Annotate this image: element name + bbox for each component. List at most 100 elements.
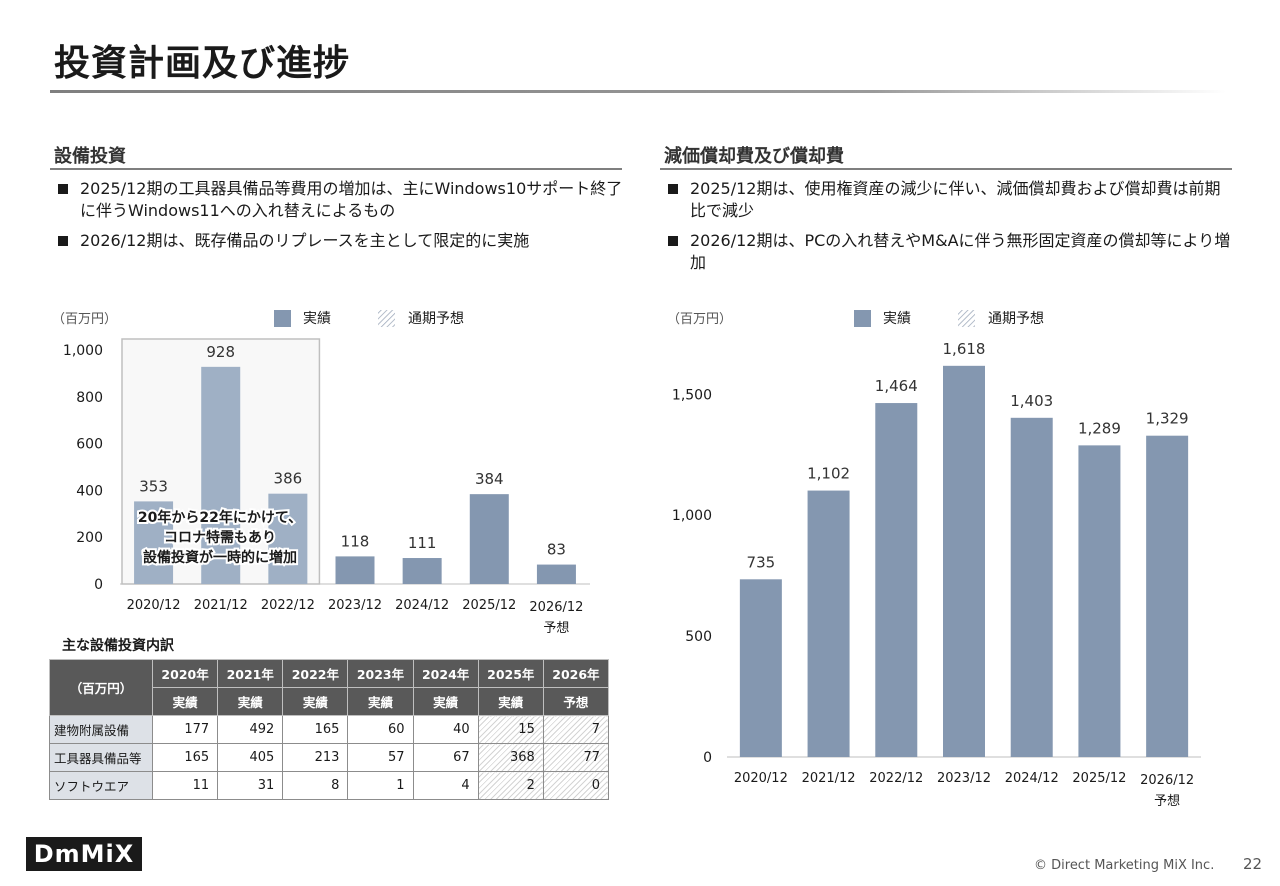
legend-label-actual: 実績: [303, 311, 331, 327]
x-tick-label: 2021/12: [194, 598, 248, 613]
table-cell: 2: [477, 771, 544, 800]
table-kind-header: 実績: [347, 687, 414, 716]
bar-2025-12: [1078, 445, 1121, 757]
x-tick-label: 2022/12: [261, 598, 315, 613]
bar-2024-12: [402, 558, 442, 584]
y-tick-label: 800: [76, 390, 103, 406]
table-cell: 165: [282, 715, 349, 744]
x-tick-sublabel: 予想: [543, 620, 569, 636]
capex-breakdown-table: （百万円） 2020年 2021年 2022年 2023年 2024年 2025…: [49, 659, 610, 800]
bar-value-label: 353: [139, 477, 168, 495]
capex-heading: 設備投資: [54, 146, 126, 167]
y-tick-label: 1,000: [672, 508, 712, 524]
x-tick-label: 2021/12: [802, 771, 856, 786]
annotation-text: 設備投資が一時的に増加: [143, 549, 297, 566]
x-tick-label: 2020/12: [734, 771, 788, 786]
legend-swatch-actual: [274, 310, 291, 327]
y-tick-label: 200: [76, 530, 103, 546]
table-cell: 40: [412, 715, 479, 744]
y-tick-label: 1,000: [63, 343, 103, 359]
table-cell: 67: [412, 743, 479, 772]
table-cell: 11: [151, 771, 219, 800]
bar-value-label: 386: [274, 470, 303, 488]
table-year-header: 2022年: [282, 659, 349, 688]
table-cell: 165: [151, 743, 219, 772]
table-kind-header: 実績: [217, 687, 284, 716]
depreciation-bullet-1: 2025/12期は、使用権資産の減少に伴い、減価償却費および償却費は前期比で減少: [664, 178, 1234, 222]
company-logo: DmMiX: [26, 837, 142, 871]
capex-bullet-2: 2026/12期は、既存備品のリプレースを主として限定的に実施: [54, 230, 624, 252]
x-tick-label: 2023/12: [937, 771, 991, 786]
x-tick-label: 2020/12: [127, 598, 181, 613]
x-tick-label: 2026/12: [1140, 773, 1194, 788]
bar-2023-12: [335, 556, 375, 584]
table-cell: 77: [542, 743, 610, 772]
table-cell: 60: [347, 715, 414, 744]
legend-swatch-forecast: [378, 310, 395, 327]
y-tick-label: 0: [94, 577, 103, 593]
table-cell: 177: [151, 715, 219, 744]
y-tick-label: 400: [76, 483, 103, 499]
y-tick-label: 600: [76, 437, 103, 453]
table-kind-header: 実績: [282, 687, 349, 716]
table-row-label: 工具器具備品等: [49, 743, 153, 772]
capex-heading-rule: [50, 168, 622, 170]
depreciation-bar-chart: （百万円） 実績 通期予想 0 500 1,000 1,500 735 2020/12 1,102…: [667, 310, 1201, 809]
x-tick-label: 2025/12: [462, 598, 516, 613]
bar-value-label: 83: [547, 541, 566, 559]
depreciation-heading-rule: [660, 168, 1232, 170]
table-year-header: 2023年: [347, 659, 414, 688]
table-cell: 0: [542, 771, 610, 800]
y-tick-label: 1,500: [672, 387, 712, 403]
legend-label-forecast: 通期予想: [408, 311, 464, 327]
bar-value-label: 1,618: [943, 340, 986, 358]
y-tick-label: 500: [685, 629, 712, 645]
bar-value-label: 1,329: [1146, 410, 1189, 428]
table-cell: 405: [217, 743, 284, 772]
bar-2025-12: [469, 494, 509, 584]
legend-label-actual: 実績: [883, 311, 911, 327]
table-cell: 7: [542, 715, 610, 744]
table-cell: 8: [282, 771, 349, 800]
table-cell: 15: [477, 715, 544, 744]
copyright-text: © Direct Marketing MiX Inc.: [1034, 858, 1215, 873]
table-cell: 4: [412, 771, 479, 800]
x-tick-label: 2024/12: [1005, 771, 1059, 786]
table-cell: 368: [477, 743, 544, 772]
table-kind-header: 予想: [542, 687, 610, 716]
table-corner-cell: （百万円）: [49, 659, 153, 716]
bar-value-label: 1,464: [875, 377, 918, 395]
annotation-text: コロナ特需もあり: [164, 529, 276, 546]
bar-2022-12: [875, 403, 918, 757]
capex-bullets: 2025/12期の工具器具備品等費用の増加は、主にWindows10サポート終了…: [54, 178, 624, 260]
bar-2021-12: [201, 366, 241, 584]
title-divider: [50, 90, 1226, 93]
page-number: 22: [1243, 855, 1263, 873]
unit-label: （百万円）: [52, 312, 117, 327]
table-cell: 31: [217, 771, 284, 800]
bar-2026-12: [536, 564, 576, 584]
table-row: 工具器具備品等 165 405 213 57 67 368 77: [49, 743, 610, 772]
bar-value-label: 1,102: [807, 465, 850, 483]
annotation-text: 20年から22年にかけて、: [138, 509, 302, 526]
table-kind-header: 実績: [477, 687, 544, 716]
bar-value-label: 1,403: [1010, 392, 1053, 410]
y-tick-label: 0: [703, 750, 712, 766]
bar-value-label: 1,289: [1078, 419, 1121, 437]
table-cell: 1: [347, 771, 414, 800]
table-row-label: 建物附属設備: [49, 715, 153, 744]
x-tick-label: 2025/12: [1072, 771, 1126, 786]
depreciation-bullets: 2025/12期は、使用権資産の減少に伴い、減価償却費および償却費は前期比で減少…: [664, 178, 1234, 282]
table-kind-header: 実績: [412, 687, 479, 716]
page-title: 投資計画及び進捗: [54, 43, 351, 84]
legend-swatch-forecast: [958, 310, 975, 327]
table-cell: 213: [282, 743, 349, 772]
table-year-header: 2024年: [412, 659, 479, 688]
unit-label: （百万円）: [667, 312, 732, 327]
table-cell: 492: [217, 715, 284, 744]
table-row: 建物附属設備 177 492 165 60 40 15 7: [49, 715, 610, 744]
table-row-label: ソフトウエア: [49, 771, 153, 800]
depreciation-heading: 減価償却費及び償却費: [664, 146, 844, 167]
table-kind-header: 実績: [151, 687, 219, 716]
bar-value-label: 118: [341, 532, 370, 550]
